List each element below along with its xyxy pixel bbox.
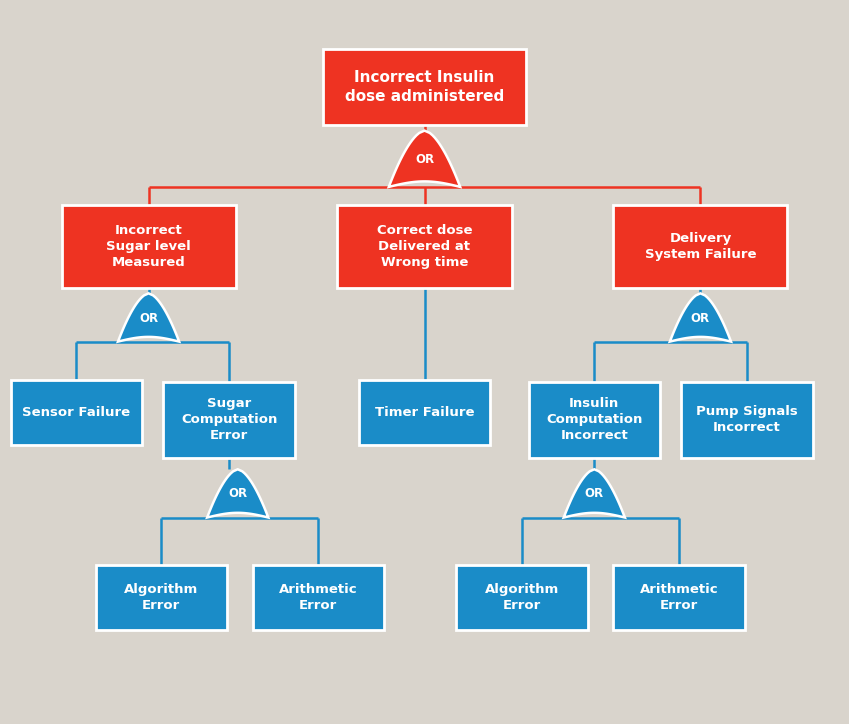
FancyBboxPatch shape [457, 565, 588, 630]
Text: OR: OR [691, 311, 710, 324]
Text: OR: OR [228, 487, 247, 500]
FancyBboxPatch shape [10, 380, 142, 445]
Polygon shape [118, 293, 179, 342]
Text: Algorithm
Error: Algorithm Error [124, 583, 199, 612]
FancyBboxPatch shape [613, 565, 745, 630]
FancyBboxPatch shape [358, 380, 491, 445]
Text: Incorrect Insulin
dose administered: Incorrect Insulin dose administered [345, 70, 504, 104]
Text: Correct dose
Delivered at
Wrong time: Correct dose Delivered at Wrong time [377, 224, 472, 269]
FancyBboxPatch shape [323, 49, 526, 125]
Text: Timer Failure: Timer Failure [374, 406, 475, 419]
Text: OR: OR [139, 311, 158, 324]
FancyBboxPatch shape [528, 382, 660, 458]
Text: Incorrect
Sugar level
Measured: Incorrect Sugar level Measured [106, 224, 191, 269]
Polygon shape [389, 130, 460, 187]
Text: Delivery
System Failure: Delivery System Failure [644, 232, 756, 261]
FancyBboxPatch shape [61, 204, 235, 287]
FancyBboxPatch shape [163, 382, 295, 458]
Text: OR: OR [585, 487, 604, 500]
FancyBboxPatch shape [338, 204, 511, 287]
Text: Sensor Failure: Sensor Failure [22, 406, 131, 419]
FancyBboxPatch shape [253, 565, 384, 630]
Polygon shape [564, 469, 625, 518]
Text: Arithmetic
Error: Arithmetic Error [279, 583, 357, 612]
FancyBboxPatch shape [613, 204, 787, 287]
Text: Insulin
Computation
Incorrect: Insulin Computation Incorrect [546, 397, 643, 442]
FancyBboxPatch shape [95, 565, 228, 630]
Polygon shape [207, 469, 268, 518]
Text: OR: OR [415, 153, 434, 166]
Polygon shape [670, 293, 731, 342]
Text: Pump Signals
Incorrect: Pump Signals Incorrect [696, 405, 798, 434]
Text: Sugar
Computation
Error: Sugar Computation Error [181, 397, 278, 442]
Text: Arithmetic
Error: Arithmetic Error [640, 583, 718, 612]
FancyBboxPatch shape [681, 382, 812, 458]
Text: Algorithm
Error: Algorithm Error [485, 583, 559, 612]
